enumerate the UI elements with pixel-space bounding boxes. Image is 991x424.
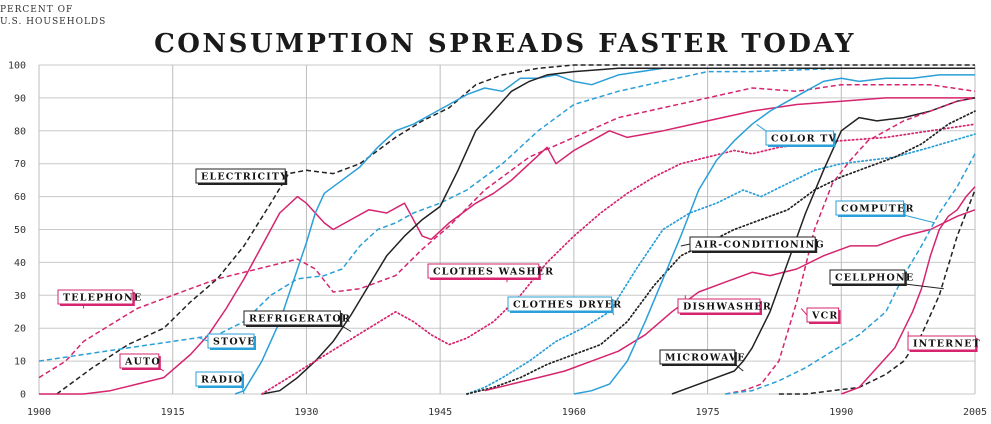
series-line-dishwasher <box>484 209 976 392</box>
label-box <box>765 130 835 146</box>
grid <box>38 64 976 395</box>
label-box <box>829 269 906 285</box>
series-label-air-conditioning: AIR-CONDITIONING <box>680 236 825 253</box>
x-tick-label: 1960 <box>562 407 586 418</box>
x-tick-label: 1990 <box>829 407 853 418</box>
series-label-cellphone: CELLPHONE <box>829 269 944 290</box>
label-box <box>195 168 286 184</box>
y-tick-label: 0 <box>20 390 26 401</box>
label-box <box>659 349 736 365</box>
y-axis-label-line-2: U.S. HOUSEHOLDS <box>0 17 106 27</box>
label-box <box>907 335 977 351</box>
y-tick-label: 60 <box>14 192 26 203</box>
label-box <box>119 353 160 369</box>
label-text: AUTO <box>124 357 161 368</box>
y-axis-label-line-1: PERCENT OF <box>0 5 73 15</box>
label-box <box>677 298 761 314</box>
label-text: CELLPHONE <box>835 273 914 284</box>
label-text: CLOTHES WASHER <box>433 267 554 278</box>
y-tick-label: 100 <box>8 61 26 72</box>
series-line-clothes-dryer <box>466 133 976 395</box>
series-line-auto <box>39 97 975 395</box>
x-tick-label: 2005 <box>963 407 987 418</box>
series-line-vcr <box>725 97 976 395</box>
series-line-clothes-washer <box>261 123 976 395</box>
label-text: VCR <box>811 311 838 322</box>
y-tick-labels: 0 10 20 30 40 50 60 70 80 90 100 <box>8 61 26 401</box>
label-box <box>835 200 905 216</box>
series-label-computer: COMPUTER <box>835 200 936 224</box>
label-box <box>57 289 134 305</box>
chart-title: CONSUMPTION SPREADS FASTER TODAY <box>154 29 856 59</box>
label-box <box>243 310 341 326</box>
series-label-electricity: ELECTRICITY <box>195 168 288 185</box>
series-line-color-tv <box>573 74 975 395</box>
label-leader-line <box>800 308 808 316</box>
label-box <box>207 333 255 349</box>
series-label-clothes-washer: CLOTHES WASHER <box>427 263 554 283</box>
y-tick-label: 80 <box>14 126 26 137</box>
series-label-stove: STOVE <box>199 333 256 350</box>
series-line-radio <box>234 67 975 395</box>
series-line-microwave <box>671 97 976 395</box>
y-tick-label: 50 <box>14 225 26 236</box>
y-tick-label: 10 <box>14 357 26 368</box>
x-tick-label: 1930 <box>294 407 318 418</box>
x-tick-label: 1945 <box>428 407 452 418</box>
series-line-internet <box>841 186 976 395</box>
series-line-air-conditioning <box>466 110 976 395</box>
label-text: TELEPHONE <box>63 293 142 304</box>
x-tick-label: 1975 <box>696 407 720 418</box>
label-leader-line <box>680 243 691 247</box>
series-labels: ELECTRICITY TELEPHONE AUTO STOVE RADIO REFRIG… <box>57 123 981 395</box>
series-line-cellphone <box>778 189 976 395</box>
label-text: RADIO <box>201 375 243 386</box>
label-box <box>427 263 540 279</box>
label-leader-line <box>903 214 936 224</box>
label-leader-line <box>756 123 767 132</box>
series-line-computer <box>725 153 976 395</box>
label-box <box>689 236 816 252</box>
series-label-vcr: VCR <box>800 307 841 324</box>
series-label-clothes-dryer: CLOTHES DRYER <box>507 296 622 316</box>
series-label-auto: AUTO <box>119 353 165 372</box>
label-box <box>507 296 613 312</box>
series-label-radio: RADIO <box>195 371 245 395</box>
series-line-refrigerator <box>261 67 975 395</box>
y-tick-label: 20 <box>14 324 26 335</box>
series-label-color-tv: COLOR TV <box>756 123 837 147</box>
y-tick-label: 90 <box>14 93 26 104</box>
label-leader-line <box>199 337 209 342</box>
label-text: DISHWASHER <box>683 302 772 313</box>
label-text: STOVE <box>213 337 256 348</box>
label-text: COMPUTER <box>841 204 915 215</box>
x-tick-label: 1900 <box>27 407 51 418</box>
y-tick-label: 40 <box>14 258 26 269</box>
series-line-telephone <box>38 83 976 379</box>
label-box <box>806 307 840 323</box>
label-text: ELECTRICITY <box>201 172 288 183</box>
label-text: COLOR TV <box>771 134 837 145</box>
series-label-microwave: MICROWAVE <box>659 349 746 372</box>
series-label-telephone: TELEPHONE <box>57 289 142 309</box>
x-tick-labels: 1900 1915 1930 1945 1960 1975 1990 2005 <box>27 407 987 418</box>
x-tick-label: 1915 <box>161 407 185 418</box>
label-text: AIR-CONDITIONING <box>694 240 825 251</box>
label-text: MICROWAVE <box>665 353 746 364</box>
label-box <box>195 371 243 387</box>
y-tick-label: 70 <box>14 159 26 170</box>
series-label-refrigerator: REFRIGERATOR <box>243 310 352 332</box>
label-text: CLOTHES DRYER <box>513 300 622 311</box>
series-label-internet: INTERNET <box>907 331 981 352</box>
label-text: INTERNET <box>913 339 981 350</box>
y-tick-label: 30 <box>14 291 26 302</box>
label-text: REFRIGERATOR <box>249 314 351 325</box>
series-label-dishwasher: DISHWASHER <box>677 295 772 315</box>
series-lines <box>38 64 976 395</box>
label-leader-line <box>904 283 944 290</box>
